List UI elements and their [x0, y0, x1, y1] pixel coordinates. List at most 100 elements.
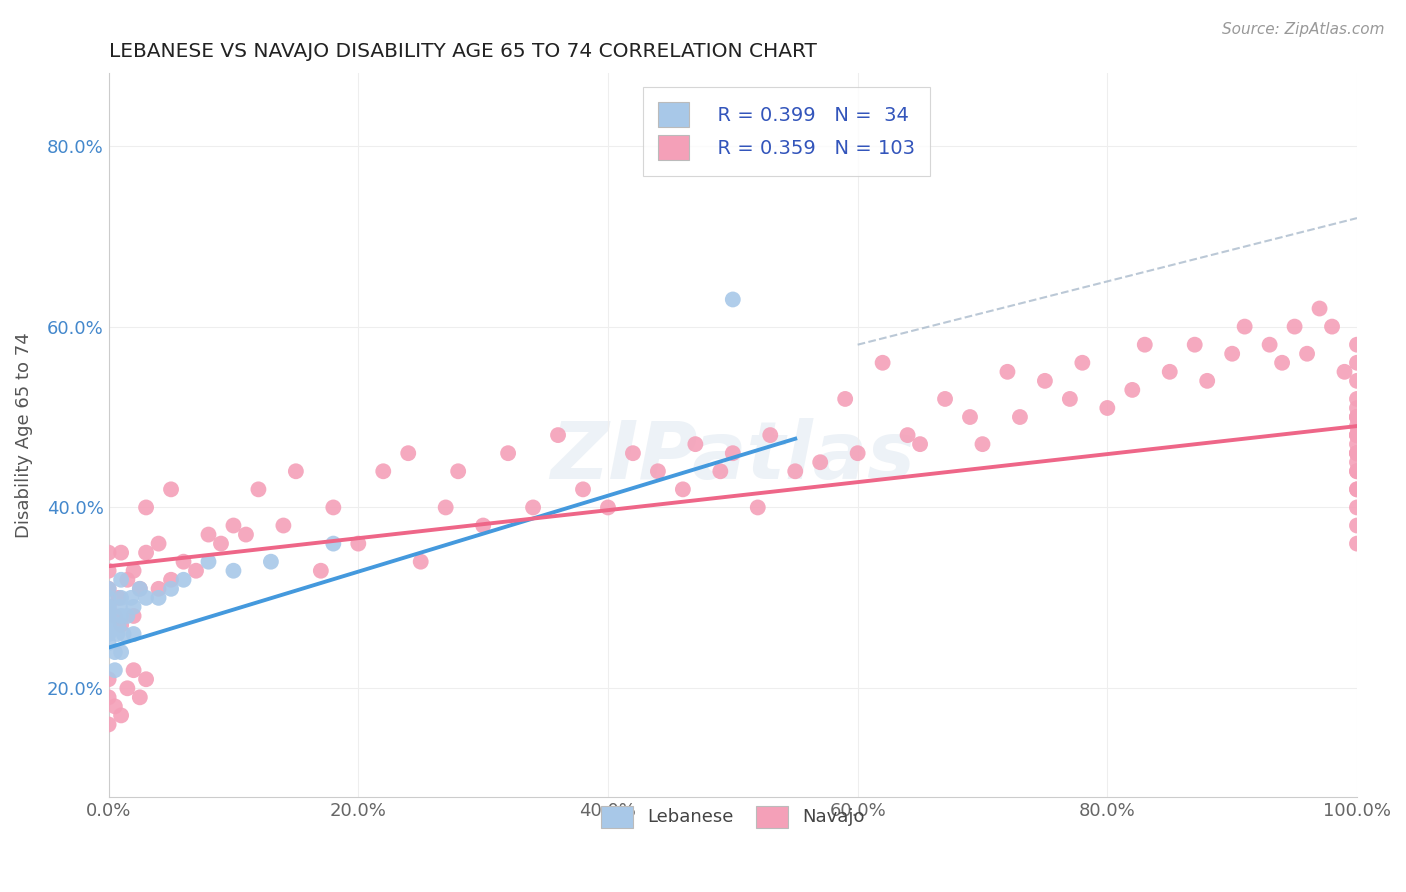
Point — [1220, 347, 1243, 361]
Point — [97, 618, 120, 632]
Point — [785, 464, 807, 478]
Point — [97, 599, 120, 614]
Point — [97, 564, 120, 578]
Point — [647, 464, 669, 478]
Point — [522, 500, 544, 515]
Text: ZIPatlas: ZIPatlas — [550, 417, 915, 496]
Point — [197, 555, 219, 569]
Point — [122, 599, 145, 614]
Point — [322, 536, 344, 550]
Point — [872, 356, 894, 370]
Point — [1346, 428, 1368, 442]
Point — [721, 446, 744, 460]
Point — [160, 573, 183, 587]
Point — [97, 599, 120, 614]
Point — [110, 645, 132, 659]
Point — [709, 464, 731, 478]
Point — [309, 564, 332, 578]
Point — [222, 518, 245, 533]
Point — [97, 690, 120, 705]
Point — [409, 555, 432, 569]
Point — [1346, 410, 1368, 425]
Point — [1346, 446, 1368, 460]
Point — [1059, 392, 1081, 406]
Point — [808, 455, 831, 469]
Point — [104, 609, 127, 624]
Point — [1121, 383, 1143, 397]
Point — [107, 591, 129, 605]
Point — [396, 446, 419, 460]
Point — [1346, 483, 1368, 497]
Point — [1346, 410, 1368, 425]
Point — [1346, 500, 1368, 515]
Point — [1271, 356, 1294, 370]
Point — [128, 582, 150, 596]
Point — [110, 573, 132, 587]
Point — [1008, 410, 1031, 425]
Point — [117, 681, 139, 696]
Point — [1233, 319, 1256, 334]
Point — [284, 464, 307, 478]
Point — [105, 627, 128, 641]
Point — [759, 428, 782, 442]
Point — [120, 591, 142, 605]
Point — [1346, 356, 1368, 370]
Point — [97, 717, 120, 731]
Point — [1346, 483, 1368, 497]
Point — [110, 546, 132, 560]
Point — [1346, 374, 1368, 388]
Point — [122, 609, 145, 624]
Point — [347, 536, 370, 550]
Point — [1346, 437, 1368, 451]
Point — [496, 446, 519, 460]
Point — [846, 446, 869, 460]
Point — [273, 518, 295, 533]
Point — [322, 500, 344, 515]
Point — [173, 573, 195, 587]
Point — [135, 500, 157, 515]
Point — [959, 410, 981, 425]
Point — [1346, 428, 1368, 442]
Legend: Lebanese, Navajo: Lebanese, Navajo — [593, 798, 872, 835]
Point — [97, 627, 120, 641]
Point — [1346, 446, 1368, 460]
Point — [148, 582, 170, 596]
Point — [104, 699, 127, 714]
Point — [1133, 337, 1156, 351]
Point — [122, 663, 145, 677]
Point — [934, 392, 956, 406]
Point — [148, 536, 170, 550]
Point — [621, 446, 644, 460]
Point — [148, 591, 170, 605]
Point — [1258, 337, 1281, 351]
Point — [104, 645, 127, 659]
Point — [1320, 319, 1343, 334]
Point — [135, 672, 157, 686]
Point — [1346, 401, 1368, 415]
Point — [110, 591, 132, 605]
Point — [110, 609, 132, 624]
Point — [112, 627, 135, 641]
Y-axis label: Disability Age 65 to 74: Disability Age 65 to 74 — [15, 332, 32, 538]
Point — [128, 690, 150, 705]
Point — [373, 464, 395, 478]
Point — [97, 618, 120, 632]
Point — [897, 428, 920, 442]
Point — [1346, 464, 1368, 478]
Point — [1346, 410, 1368, 425]
Point — [184, 564, 207, 578]
Point — [1333, 365, 1355, 379]
Point — [547, 428, 569, 442]
Point — [108, 599, 131, 614]
Point — [721, 293, 744, 307]
Point — [1346, 518, 1368, 533]
Point — [1197, 374, 1219, 388]
Point — [1309, 301, 1331, 316]
Point — [1346, 464, 1368, 478]
Point — [97, 546, 120, 560]
Point — [1296, 347, 1319, 361]
Point — [1346, 536, 1368, 550]
Point — [747, 500, 769, 515]
Point — [122, 564, 145, 578]
Point — [135, 546, 157, 560]
